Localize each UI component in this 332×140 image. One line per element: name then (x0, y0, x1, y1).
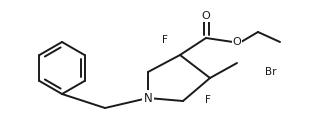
Text: O: O (202, 11, 210, 21)
Text: Br: Br (265, 67, 277, 77)
Text: N: N (144, 92, 152, 104)
Text: O: O (233, 37, 241, 47)
Text: F: F (205, 95, 211, 105)
Text: F: F (162, 35, 168, 45)
